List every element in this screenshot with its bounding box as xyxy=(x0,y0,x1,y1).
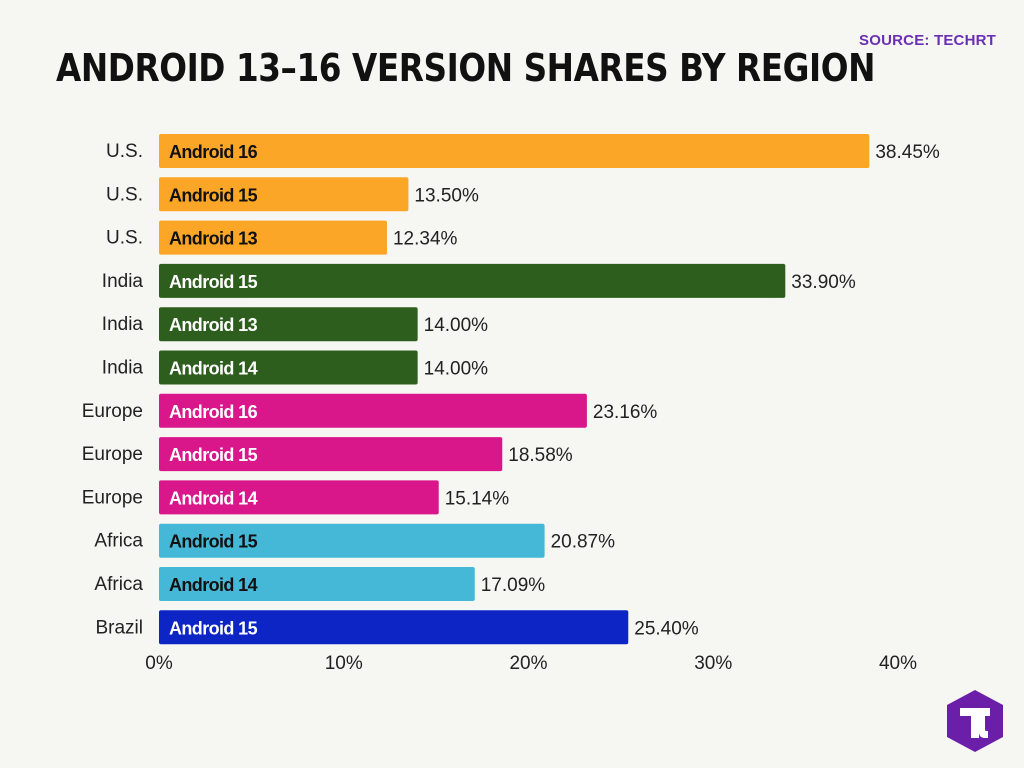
bar xyxy=(159,307,418,342)
series-label: Android 15 xyxy=(169,532,258,552)
category-label: Africa xyxy=(94,531,143,552)
bar xyxy=(159,263,786,298)
category-label: India xyxy=(102,271,144,292)
value-label: 14.00% xyxy=(424,359,489,380)
value-label: 14.00% xyxy=(424,315,489,336)
x-tick-label: 0% xyxy=(145,653,173,674)
bar xyxy=(159,567,475,601)
chart-title: ANDROID 13–16 VERSION SHARES BY REGION xyxy=(56,46,876,90)
series-label: Android 13 xyxy=(169,229,258,249)
techrt-logo-icon xyxy=(947,690,1003,752)
series-label: Android 15 xyxy=(169,185,258,205)
bar xyxy=(159,437,503,472)
category-label: Brazil xyxy=(95,617,143,638)
category-label: India xyxy=(102,358,144,379)
bar xyxy=(159,523,545,558)
series-label: Android 15 xyxy=(169,445,258,465)
x-tick-label: 30% xyxy=(694,653,732,674)
series-label: Android 13 xyxy=(169,315,258,335)
value-label: 15.14% xyxy=(445,488,510,509)
bar xyxy=(159,134,870,168)
category-label: U.S. xyxy=(106,228,143,249)
bar xyxy=(159,220,387,255)
value-label: 18.58% xyxy=(508,445,573,466)
series-label: Android 15 xyxy=(169,272,258,292)
x-tick-label: 10% xyxy=(325,653,363,674)
value-label: 13.50% xyxy=(414,185,479,206)
bar xyxy=(159,480,439,515)
bar xyxy=(159,393,587,428)
value-label: 12.34% xyxy=(393,229,458,250)
category-label: Europe xyxy=(82,444,143,465)
value-label: 33.90% xyxy=(791,272,856,293)
series-label: Android 14 xyxy=(169,488,258,508)
bar xyxy=(159,350,418,385)
series-label: Android 14 xyxy=(169,575,258,595)
series-label: Android 16 xyxy=(169,402,258,422)
value-label: 25.40% xyxy=(634,618,699,639)
series-label: Android 15 xyxy=(169,618,258,638)
bar xyxy=(159,177,409,212)
category-label: U.S. xyxy=(106,141,143,162)
source-label: SOURCE: TECHRT xyxy=(859,32,996,49)
category-label: India xyxy=(102,314,144,335)
category-label: Africa xyxy=(94,574,143,595)
value-label: 20.87% xyxy=(551,532,616,553)
series-label: Android 16 xyxy=(169,142,258,162)
value-label: 17.09% xyxy=(481,575,546,596)
series-label: Android 14 xyxy=(169,359,258,379)
category-label: U.S. xyxy=(106,184,143,205)
category-label: Europe xyxy=(82,487,143,508)
category-label: Europe xyxy=(82,401,143,422)
x-tick-label: 40% xyxy=(879,653,917,674)
value-label: 23.16% xyxy=(593,402,658,423)
x-tick-label: 20% xyxy=(509,653,547,674)
bar xyxy=(159,610,629,645)
value-label: 38.45% xyxy=(875,142,940,163)
